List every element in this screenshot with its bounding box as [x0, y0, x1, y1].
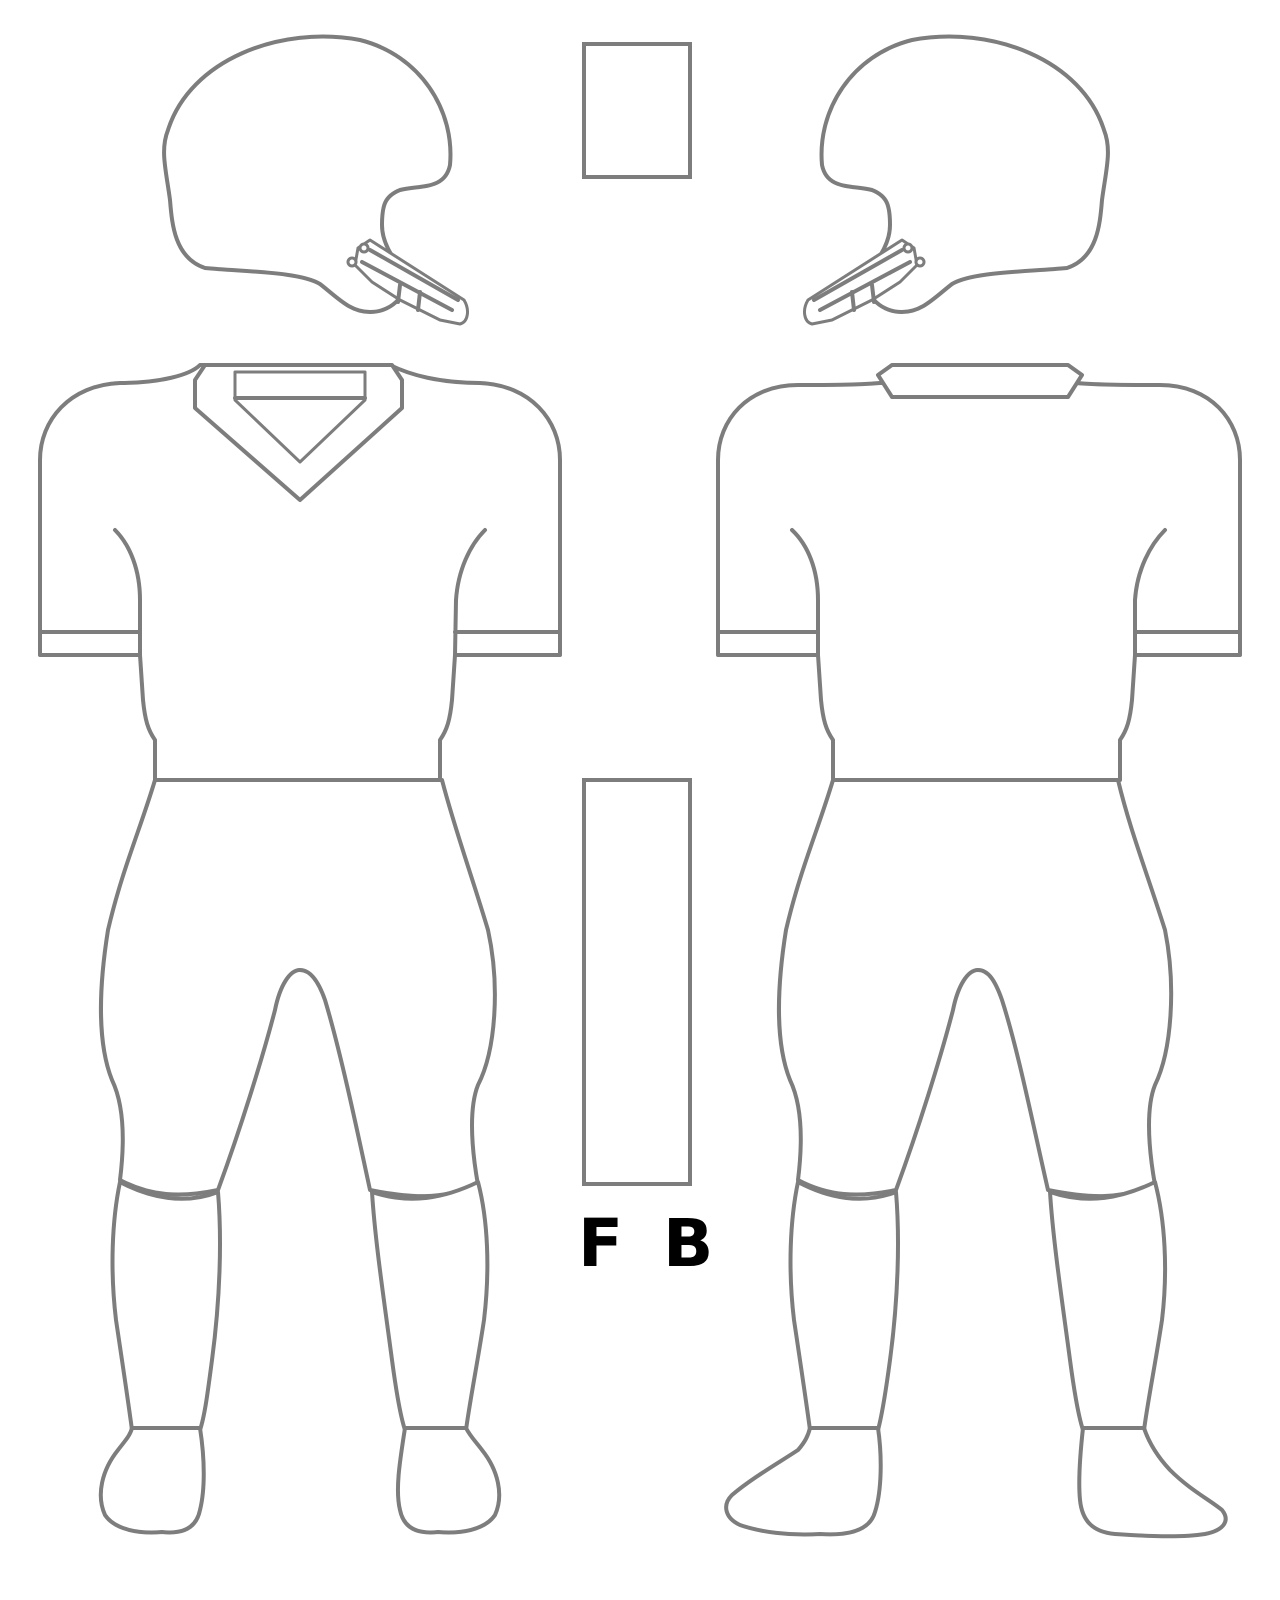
back-label: B [663, 1205, 713, 1282]
jersey-back [716, 381, 1242, 782]
helmet-front-mask-bolt [346, 256, 358, 268]
front-label: F [578, 1205, 623, 1282]
helmet-back [803, 34, 1110, 326]
jersey-front [38, 363, 562, 782]
helmet-front-facemask-bars [360, 248, 460, 312]
top-color-swatch [582, 42, 692, 179]
sock-right-back [1048, 1180, 1168, 1432]
pants-front [99, 778, 497, 1199]
armhole-left-front [113, 528, 142, 657]
armhole-left-back [790, 528, 820, 657]
uniform-front [38, 363, 562, 1535]
armhole-right-front [453, 528, 487, 657]
v-neck-inner [233, 370, 367, 464]
bottom-color-swatch [582, 778, 692, 1186]
armhole-right-back [1133, 528, 1167, 657]
shoe-left-front [98, 1426, 206, 1535]
pants-back [777, 778, 1174, 1199]
sock-right-front [370, 1180, 490, 1432]
helmet-front-mask-bolt [358, 242, 370, 254]
shoe-right-back [1077, 1426, 1228, 1539]
uniform-back [716, 363, 1242, 1539]
back-collar [876, 363, 1084, 399]
shoe-right-front [395, 1426, 502, 1535]
helmet-back-mask-bolt [902, 242, 914, 254]
helmet-front [162, 34, 469, 326]
shoe-left-back [724, 1426, 883, 1537]
sock-left-back [788, 1180, 900, 1432]
helmet-back-facemask-bars [812, 248, 912, 312]
helmet-back-mask-bolt [914, 256, 926, 268]
sock-left-front [110, 1180, 222, 1432]
